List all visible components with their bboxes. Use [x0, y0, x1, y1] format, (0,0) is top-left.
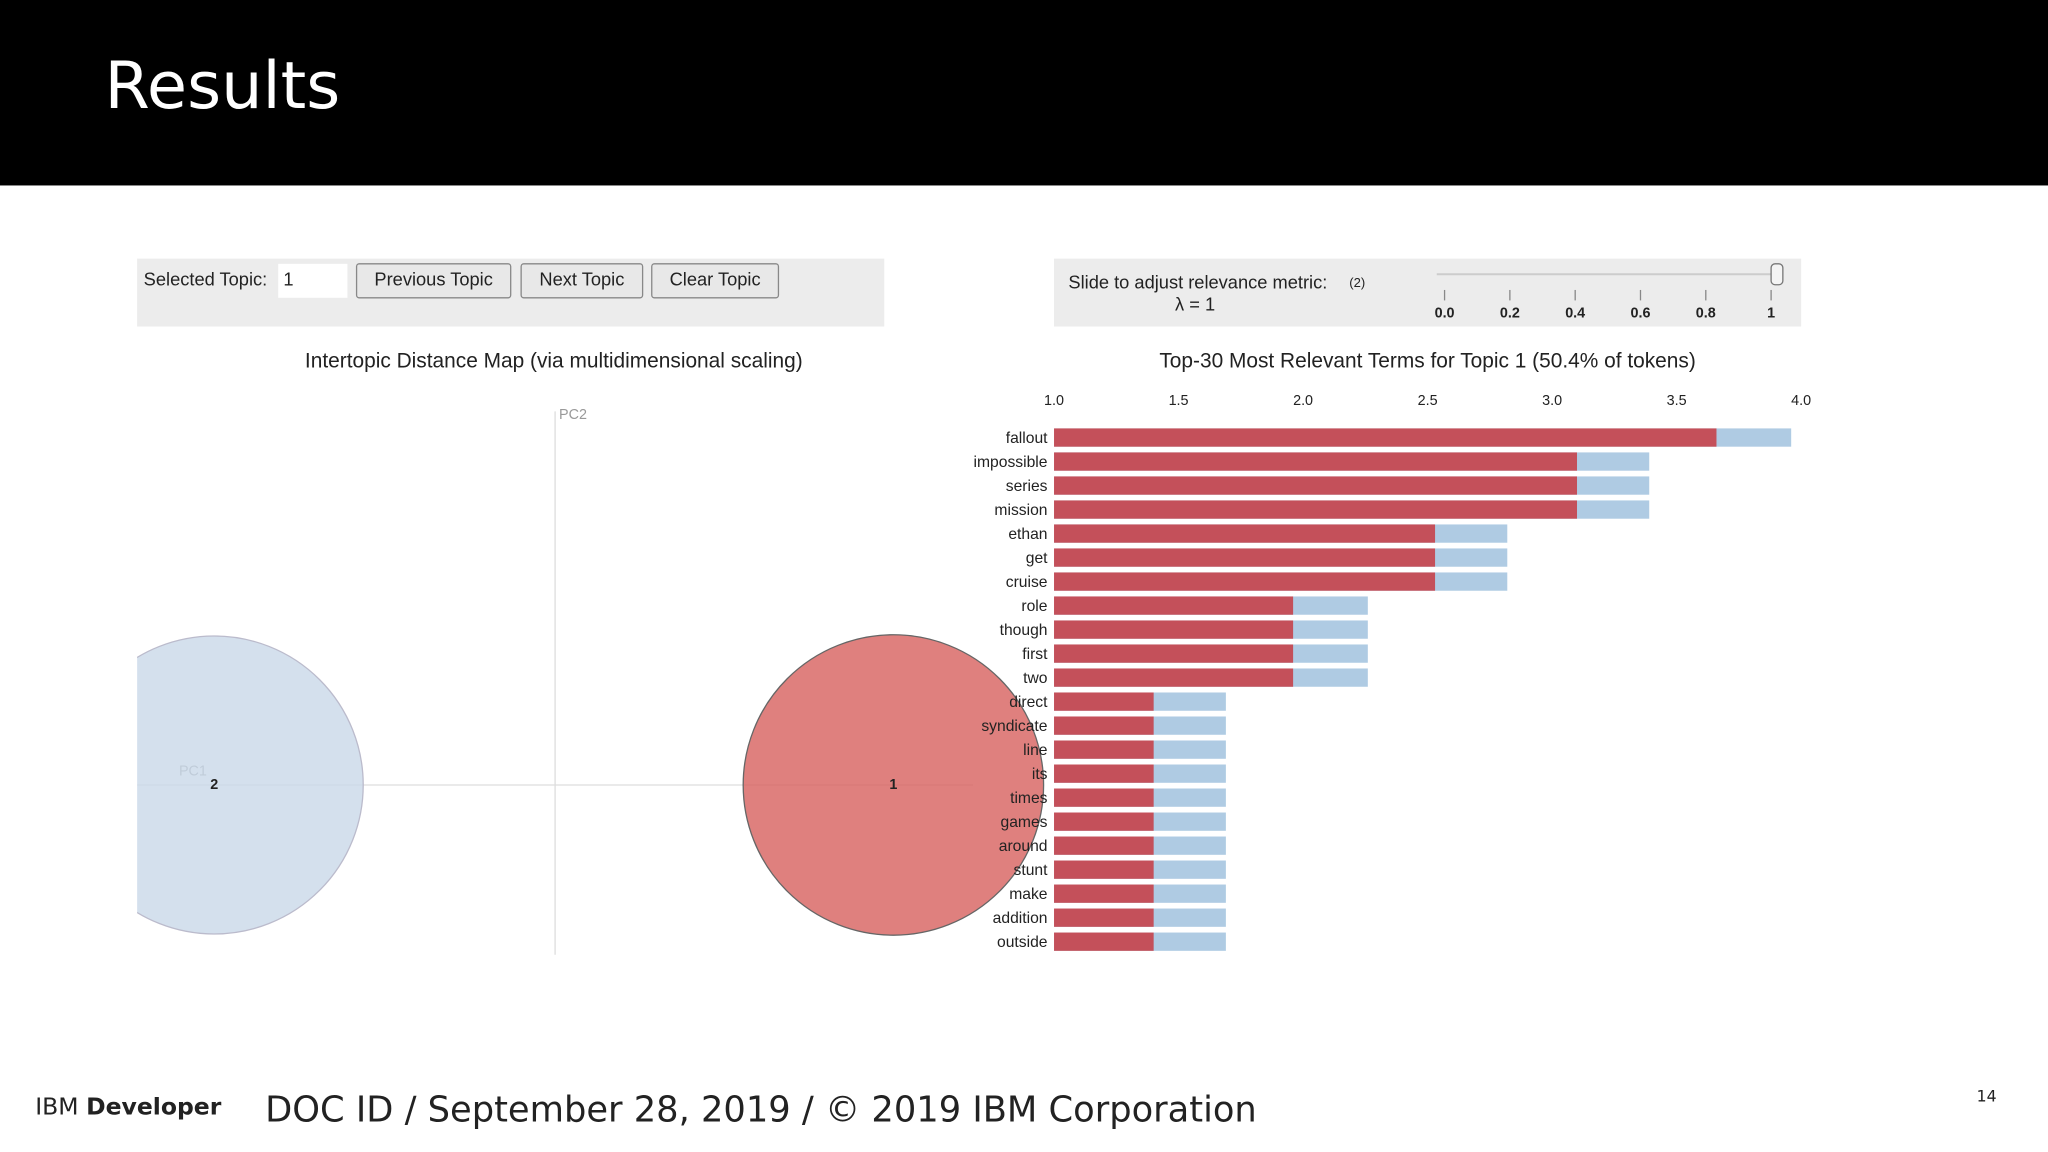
slider-tick-label: 0.2 — [1500, 305, 1520, 321]
brand-bold: Developer — [86, 1092, 222, 1120]
topic-circle[interactable] — [65, 635, 364, 935]
slider-label: Slide to adjust relevance metric: — [1068, 271, 1327, 292]
chart-title: Top-30 Most Relevant Terms for Topic 1 (… — [1159, 349, 1695, 372]
slider-tick-label: 1 — [1767, 305, 1775, 321]
slider-note: (2) — [1349, 275, 1365, 290]
selected-topic-label: Selected Topic: — [144, 269, 268, 290]
term-label: ethan — [1008, 526, 1047, 543]
x-tick-label: 1.5 — [1169, 393, 1189, 409]
bar — [1054, 788, 1154, 807]
slider-tick-label: 0.8 — [1696, 305, 1716, 321]
topic-label: 1 — [889, 777, 897, 793]
x-tick-label: 1.0 — [1044, 393, 1064, 409]
slider-tick-label: 0.6 — [1631, 305, 1651, 321]
slider-panel — [1054, 258, 1802, 327]
term-label: addition — [993, 910, 1048, 927]
term-label: though — [1000, 622, 1048, 639]
term-label: syndicate — [981, 718, 1047, 735]
topic-input-value[interactable]: 1 — [283, 269, 293, 290]
slider-tick-label: 0.0 — [1435, 305, 1455, 321]
bar — [1054, 932, 1154, 951]
term-label: times — [1010, 790, 1048, 807]
bar — [1054, 740, 1154, 759]
bar — [1054, 908, 1154, 927]
term-label: outside — [997, 934, 1048, 951]
bar — [1054, 500, 1578, 519]
term-label: games — [1001, 814, 1048, 831]
bar — [1054, 644, 1294, 663]
term-label: its — [1032, 766, 1048, 783]
x-tick-label: 2.0 — [1293, 393, 1313, 409]
x-tick-label: 4.0 — [1791, 393, 1811, 409]
term-label: mission — [994, 502, 1047, 519]
header-bar — [0, 0, 2048, 186]
slider-tick-label: 0.4 — [1565, 305, 1585, 321]
topic-circle[interactable] — [742, 634, 1045, 936]
bar — [1054, 524, 1436, 543]
brand: IBM — [35, 1092, 78, 1120]
term-label: make — [1009, 886, 1048, 903]
bar — [1054, 548, 1436, 567]
x-tick-label: 3.5 — [1667, 393, 1687, 409]
slider-handle[interactable] — [1770, 263, 1784, 286]
button[interactable] — [520, 263, 644, 299]
bar — [1054, 668, 1294, 687]
chart-title: Intertopic Distance Map (via multidimens… — [305, 349, 803, 372]
footer-brand: IBM Developer — [35, 1092, 221, 1120]
term-label: impossible — [974, 454, 1048, 471]
term-label: fallout — [1006, 430, 1048, 447]
term-label: two — [1023, 670, 1048, 687]
button-label[interactable]: Clear Topic — [670, 269, 761, 290]
bar — [1054, 836, 1154, 855]
bar — [1054, 884, 1154, 903]
bar — [1054, 572, 1436, 591]
term-label: series — [1006, 478, 1048, 495]
bar — [1054, 692, 1154, 711]
button-label[interactable]: Next Topic — [539, 269, 624, 290]
term-label: get — [1026, 550, 1048, 567]
term-label: direct — [1009, 694, 1048, 711]
topic-input[interactable] — [278, 263, 348, 298]
axis-label: PC2 — [559, 407, 587, 423]
bar — [1054, 620, 1294, 639]
bar — [1054, 716, 1154, 735]
bar — [1054, 428, 1717, 447]
topic-label: 2 — [210, 777, 218, 793]
bar — [1054, 812, 1154, 831]
term-label: first — [1022, 646, 1048, 663]
bar — [1054, 476, 1578, 495]
slide-title: Results — [104, 48, 340, 124]
term-label: line — [1023, 742, 1048, 759]
bar — [1054, 452, 1578, 471]
x-tick-label: 2.5 — [1418, 393, 1438, 409]
term-label: cruise — [1006, 574, 1048, 591]
bar — [1054, 860, 1154, 879]
x-tick-label: 3.0 — [1542, 393, 1562, 409]
term-label: role — [1021, 598, 1047, 615]
button[interactable] — [355, 263, 512, 299]
term-label: stunt — [1014, 862, 1049, 879]
button[interactable] — [651, 263, 780, 299]
slider-value: λ = 1 — [1175, 293, 1215, 314]
term-label: around — [999, 838, 1048, 855]
bar — [1054, 764, 1154, 783]
button-label[interactable]: Previous Topic — [374, 269, 492, 290]
page-number: 14 — [1977, 1087, 1997, 1106]
bar — [1054, 596, 1294, 615]
footer-doc: DOC ID / September 28, 2019 / © 2019 IBM… — [265, 1090, 1257, 1131]
